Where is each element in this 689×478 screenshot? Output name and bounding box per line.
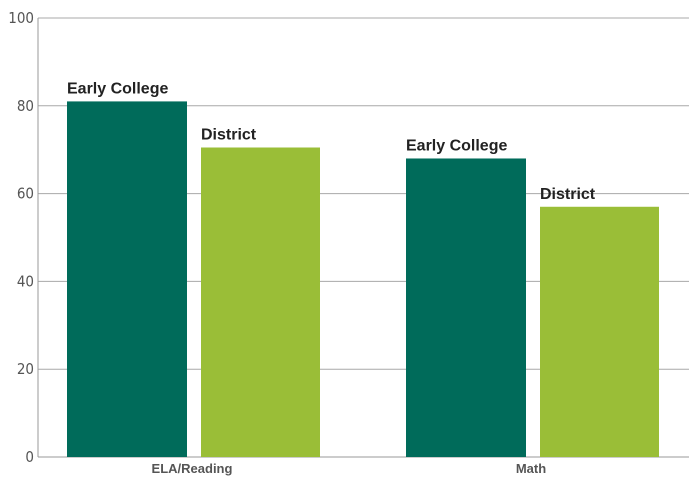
bar-ela-reading-district <box>201 147 320 457</box>
y-tick-label: 20 <box>17 360 34 378</box>
y-tick-label: 40 <box>17 272 34 290</box>
y-tick-label: 0 <box>25 448 34 466</box>
bars <box>67 101 659 458</box>
y-axis: 0 20 40 60 80 100 <box>8 9 39 466</box>
y-tick-label: 80 <box>17 97 34 115</box>
y-tick-label: 100 <box>8 9 34 27</box>
bar-math-early-college <box>406 158 526 458</box>
bar-math-district <box>540 206 659 457</box>
y-tick-label: 60 <box>17 185 34 203</box>
x-axis: ELA/Reading Math <box>152 461 547 476</box>
x-category-label: Math <box>516 461 546 476</box>
bar-label: Early College <box>406 137 507 154</box>
bar-label: Early College <box>67 80 168 97</box>
bar-label: District <box>540 186 596 203</box>
bar-label: District <box>201 127 257 144</box>
x-category-label: ELA/Reading <box>152 461 233 476</box>
bar-ela-reading-early-college <box>67 101 187 457</box>
bar-labels: Early College District Early College Distri… <box>67 80 596 202</box>
